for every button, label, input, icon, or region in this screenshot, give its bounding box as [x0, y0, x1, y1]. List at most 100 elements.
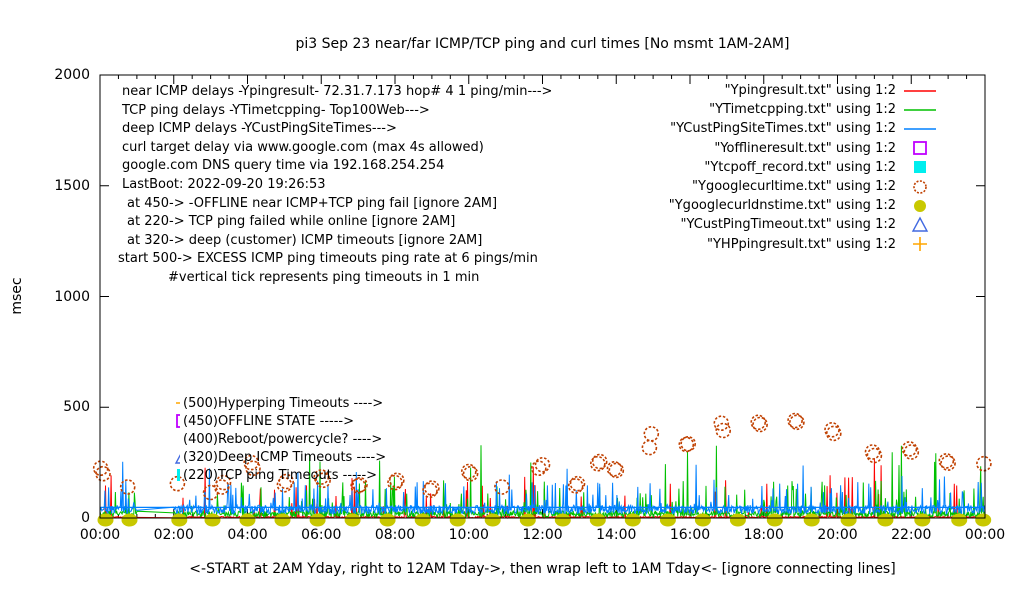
legend-row: "Ygooglecurldnstime.txt" using 1:2: [669, 196, 940, 215]
legend-row: "YHPpingresult.txt" using 1:2: [669, 235, 940, 254]
point-Ygooglecurltime.txt: [608, 462, 625, 479]
x-tick-label: 18:00: [743, 527, 784, 543]
threshold-marker: [163, 467, 180, 484]
chart-title: pi3 Sep 23 near/far ICMP/TCP ping and cu…: [295, 36, 790, 52]
threshold-marker: [163, 413, 180, 430]
x-tick-label: 22:00: [891, 527, 932, 543]
threshold-label-row: (500)Hyperping Timeouts ---->: [163, 394, 386, 412]
plot-border: [99, 74, 986, 519]
legend-row: "YTimetcpping.txt" using 1:2: [669, 100, 940, 119]
threshold-marker: [163, 431, 180, 448]
point-Ygooglecurldnstime.txt: [239, 513, 256, 527]
x-axis-label: <-START at 2AM Yday, right to 12AM Tday-…: [189, 561, 896, 577]
point-Ygooglecurltime.txt: [901, 441, 918, 457]
legend-label: "Ypingresult.txt" using 1:2: [724, 83, 896, 99]
point-Ygooglecurltime.txt: [866, 447, 883, 464]
legend-row: "YCustPingTimeout.txt" using 1:2: [669, 215, 940, 234]
point-Ygooglecurldnstime.txt: [379, 513, 396, 527]
point-Ygooglecurltime.txt: [787, 412, 803, 429]
point-Ygooglecurltime.txt: [713, 415, 730, 432]
point-Ygooglecurltime.txt: [313, 469, 330, 485]
legend-label: "YCustPingSiteTimes.txt" using 1:2: [670, 121, 896, 137]
legend-marker: [900, 215, 940, 234]
point-Ygooglecurltime.txt: [92, 460, 109, 477]
line-icon: [904, 128, 936, 130]
point-Ygooglecurltime.txt: [278, 473, 295, 490]
legend-marker: [900, 235, 940, 254]
legend-marker: [900, 119, 940, 138]
point-Ygooglecurldnstime.txt: [694, 513, 711, 527]
note-line: deep ICMP delays -YCustPingSiteTimes--->: [122, 121, 397, 137]
point-Ygooglecurltime.txt: [825, 425, 842, 442]
point-Ygooglecurltime.txt: [641, 439, 658, 456]
point-Ygooglecurltime.txt: [352, 476, 368, 493]
x-tick-label: 04:00: [227, 527, 268, 543]
legend-row: "Ygooglecurltime.txt" using 1:2: [669, 177, 940, 196]
threshold-marker: [163, 395, 180, 412]
note-line: TCP ping delays -YTimetcpping- Top100Web…: [122, 102, 430, 118]
point-Ygooglecurltime.txt: [864, 444, 881, 460]
point-Ygooglecurltime.txt: [569, 475, 586, 492]
legend-label: "YTimetcpping.txt" using 1:2: [709, 102, 896, 118]
line-icon: [904, 108, 936, 111]
x-tick-label: 14:00: [596, 527, 637, 543]
legend-label: "Ytcpoff_record.txt" using 1:2: [704, 159, 896, 175]
threshold-marker: [163, 449, 180, 466]
legend-row: "Ypingresult.txt" using 1:2: [669, 81, 940, 100]
x-tick-label: 00:00: [79, 527, 121, 543]
open-triangle-icon: [174, 454, 180, 464]
point-Ygooglecurldnstime.txt: [589, 513, 606, 527]
legend-marker: [900, 81, 940, 100]
point-Ygooglecurltime.txt: [591, 453, 608, 470]
legend-row: "Yofflineresult.txt" using 1:2: [669, 139, 940, 158]
point-Ygooglecurltime.txt: [315, 472, 331, 489]
point-Ygooglecurldnstime.txt: [951, 513, 968, 527]
point-Ygooglecurldnstime.txt: [274, 513, 291, 527]
note-line: at 450-> -OFFLINE near ICMP+TCP ping fai…: [127, 195, 498, 211]
point-Ygooglecurltime.txt: [606, 460, 623, 477]
threshold-label-row: (220)TCP ping Timeouts ----->: [163, 466, 386, 484]
legend: "Ypingresult.txt" using 1:2 "YTimetcpping…: [669, 81, 940, 254]
point-Ygooglecurltime.txt: [750, 414, 767, 431]
point-Ygooglecurltime.txt: [245, 460, 261, 477]
point-Ygooglecurldnstime.txt: [97, 513, 114, 527]
point-Ygooglecurltime.txt: [567, 478, 584, 494]
legend-marker: [900, 158, 940, 177]
point-Ygooglecurltime.txt: [243, 454, 259, 471]
point-Ygooglecurltime.txt: [350, 478, 366, 494]
plus-icon: [176, 402, 180, 404]
legend-label: "YCustPingTimeout.txt" using 1:2: [680, 217, 896, 233]
point-Ygooglecurldnstime.txt: [624, 513, 641, 527]
point-Ygooglecurldnstime.txt: [171, 513, 188, 527]
y-tick-label: 500: [63, 399, 90, 416]
legend-marker: [900, 100, 940, 119]
point-Ygooglecurltime.txt: [95, 465, 111, 482]
point-Ygooglecurldnstime.txt: [803, 513, 820, 527]
note-line: curl target delay via www.google.com (ma…: [122, 139, 484, 155]
plus-icon: [913, 237, 927, 252]
point-Ygooglecurltime.txt: [119, 479, 136, 495]
note-line: start 500-> EXCESS ICMP ping timeouts pi…: [118, 251, 538, 267]
threshold-label-row: (450)OFFLINE STATE ----->: [163, 412, 386, 430]
point-Ygooglecurldnstime.txt: [659, 513, 676, 527]
open-square-icon: [913, 141, 927, 156]
point-Ygooglecurltime.txt: [460, 463, 477, 480]
point-Ygooglecurldnstime.txt: [914, 513, 931, 527]
point-Ygooglecurltime.txt: [680, 435, 697, 452]
y-axis-label: msec: [9, 277, 25, 315]
x-tick-label: 12:00: [522, 527, 563, 543]
threshold-label-row: (400)Reboot/powercycle? ---->: [163, 430, 386, 448]
filled-square-icon: [914, 161, 926, 174]
point-Ygooglecurldnstime.txt: [975, 513, 992, 527]
point-Ygooglecurldnstime.txt: [484, 513, 501, 527]
point-Ygooglecurltime.txt: [534, 456, 551, 473]
point-Ygooglecurldnstime.txt: [519, 513, 536, 527]
y-tick-label: 0: [81, 510, 90, 526]
point-Ygooglecurltime.txt: [976, 455, 992, 472]
note-line: google.com DNS query time via 192.168.25…: [122, 158, 445, 174]
point-Ygooglecurldnstime.txt: [877, 513, 894, 527]
point-Ygooglecurltime.txt: [215, 474, 232, 491]
inplot-threshold-labels: (500)Hyperping Timeouts ----> (450)OFFLIN…: [163, 394, 386, 484]
